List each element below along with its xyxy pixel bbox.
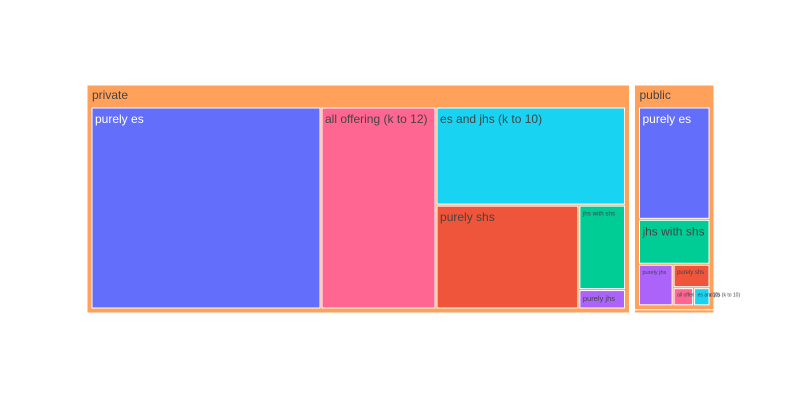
- treemap-tile-private-purely-es[interactable]: [92, 108, 320, 308]
- treemap-tile-label-private-es-and-jhs-k-to-10: es and jhs (k to 10): [440, 112, 542, 126]
- treemap-tile-label-public-es-and-jhs-k-to-10: es and jhs (k to 10): [698, 293, 741, 299]
- treemap-tile-private-jhs-with-shs[interactable]: [580, 206, 625, 288]
- treemap-tile-label-private-purely-es: purely es: [95, 112, 144, 126]
- treemap-group-label-public-1: public: [639, 88, 670, 102]
- treemap-tile-label-public-purely-jhs: purely jhs: [642, 270, 666, 276]
- treemap-group-unnamed-2[interactable]: [634, 310, 714, 313]
- treemap-tile-label-public-purely-shs: purely shs: [677, 270, 704, 276]
- treemap-tile-label-private-all-offering-k-to-12: all offering (k to 12): [325, 112, 428, 126]
- treemap-tile-label-private-jhs-with-shs: jhs with shs: [582, 210, 615, 217]
- treemap-tile-private-all-offering-k-to-12[interactable]: [322, 108, 435, 308]
- treemap-tile-label-public-jhs-with-shs: jhs with shs: [641, 224, 704, 238]
- treemap-tile-label-private-purely-jhs: purely jhs: [583, 294, 615, 303]
- treemap-group-label-private-0: private: [92, 88, 128, 102]
- treemap-tile-label-public-purely-es: purely es: [642, 112, 691, 126]
- treemap-tile-label-private-purely-shs: purely shs: [440, 210, 495, 224]
